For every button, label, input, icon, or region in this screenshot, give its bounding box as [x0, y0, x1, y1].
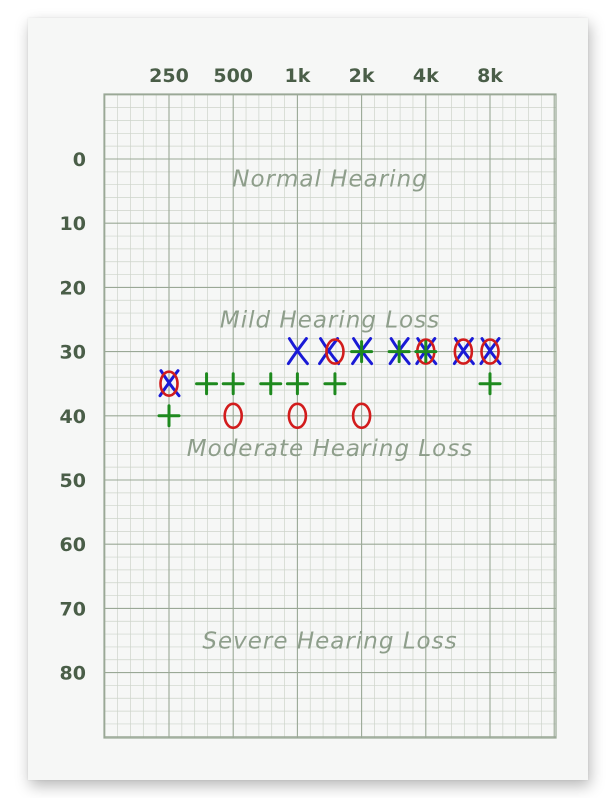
audiogram-chart: 250 500 1k 2k 4k 8k 0 10 20 30 40 50 60 70 80 Normal … — [60, 65, 557, 739]
o-mark — [325, 338, 345, 365]
y-tick-label: 50 — [60, 470, 86, 492]
plus-mark — [221, 372, 245, 396]
plus-mark — [195, 372, 219, 396]
plus-mark — [285, 372, 309, 396]
region-labels: Normal Hearing Mild Hearing Loss Moderate … — [187, 166, 473, 655]
o-mark — [159, 370, 179, 398]
x-tick-label: 2k — [349, 65, 375, 87]
y-tick-label: 20 — [60, 277, 86, 299]
audiogram-paper: 250 500 1k 2k 4k 8k 0 10 20 30 40 50 60 70 80 Normal … — [28, 18, 588, 780]
o-mark — [480, 338, 500, 365]
x-mark — [286, 337, 309, 366]
plus-mark — [414, 340, 438, 364]
x-tick-label: 8k — [477, 65, 503, 87]
x-tick-label: 500 — [213, 65, 253, 87]
x-mark-stroke — [479, 337, 501, 366]
x-mark-stroke — [452, 337, 474, 366]
region-label: Mild Hearing Loss — [220, 308, 440, 334]
grid-major — [104, 94, 556, 738]
y-tick-label: 0 — [73, 149, 86, 171]
o-mark — [287, 402, 308, 430]
plus-mark — [259, 372, 283, 396]
x-mark — [479, 337, 502, 366]
y-tick-label: 10 — [60, 213, 86, 235]
x-tick-label: 4k — [413, 65, 439, 87]
x-mark — [158, 369, 181, 398]
region-label: Severe Hearing Loss — [202, 629, 457, 655]
y-tick-label: 80 — [60, 663, 86, 685]
plus-mark — [478, 372, 502, 396]
x-mark-stroke — [286, 337, 308, 366]
region-label: Moderate Hearing Loss — [187, 436, 473, 462]
y-tick-label: 40 — [60, 406, 86, 428]
x-mark — [452, 337, 475, 366]
o-mark — [453, 338, 474, 365]
o-mark — [351, 402, 372, 430]
y-tick-label: 30 — [60, 342, 86, 364]
y-tick-labels: 0 10 20 30 40 50 60 70 80 — [60, 149, 86, 685]
y-tick-label: 60 — [60, 534, 86, 556]
data-marks — [157, 337, 502, 430]
plus-mark — [350, 340, 374, 364]
x-tick-label: 1k — [284, 65, 310, 87]
plot-frame — [103, 93, 557, 739]
region-label: Normal Hearing — [232, 166, 428, 192]
x-mark-stroke — [158, 369, 180, 398]
x-tick-labels: 250 500 1k 2k 4k 8k — [149, 65, 503, 87]
plus-mark — [323, 372, 347, 396]
plus-mark — [157, 404, 181, 428]
plus-mark — [387, 340, 411, 364]
x-tick-label: 250 — [149, 65, 189, 87]
y-tick-label: 70 — [60, 598, 86, 620]
o-mark — [223, 402, 243, 430]
